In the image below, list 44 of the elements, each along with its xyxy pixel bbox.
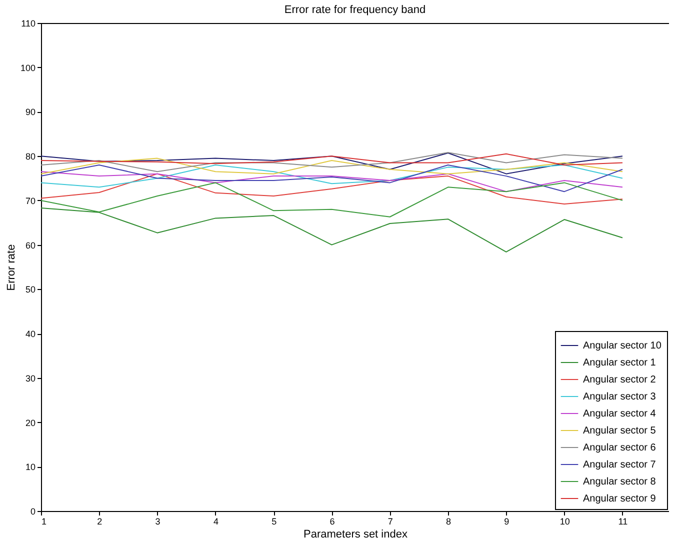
line-series	[41, 153, 623, 166]
chart-title: Error rate for frequency band	[284, 4, 426, 16]
line-series	[41, 182, 623, 218]
x-tick-label: 2	[97, 516, 102, 526]
legend-label: Angular sector 10	[583, 340, 662, 352]
line-series	[41, 171, 623, 192]
y-tick-label: 20	[25, 418, 36, 428]
x-tick-label: 3	[155, 516, 160, 526]
line-series	[41, 164, 623, 192]
legend-label: Angular sector 6	[583, 442, 656, 454]
x-tick-label: 11	[618, 516, 628, 526]
line-series	[41, 173, 623, 205]
y-tick-label: 70	[25, 196, 36, 206]
x-tick-label: 5	[272, 516, 277, 526]
y-tick-label: 30	[25, 373, 36, 384]
x-tick-label: 1	[42, 516, 47, 526]
x-tick-label: 9	[504, 516, 510, 526]
legend-label: Angular sector 5	[583, 426, 656, 436]
x-tick-label: 8	[446, 516, 452, 526]
y-axis-title: Error rate	[5, 244, 18, 291]
x-tick-label: 4	[213, 516, 218, 526]
legend-label: Angular sector 2	[583, 374, 656, 386]
legend-label: Angular sector 1	[583, 358, 656, 368]
y-tick-label: 90	[25, 107, 36, 118]
legend-label: Angular sector 4	[583, 408, 656, 420]
x-tick-label: 6	[330, 516, 335, 526]
y-tick-label: 40	[25, 329, 36, 340]
legend-label: Angular sector 7	[583, 460, 656, 470]
x-tick-label: 10	[560, 516, 570, 526]
y-tick-label: 80	[25, 152, 36, 162]
line-series	[41, 207, 623, 252]
y-tick-label: 50	[25, 284, 36, 295]
legend-label: Angular sector 3	[583, 392, 656, 402]
y-tick-label: 100	[20, 62, 36, 73]
legend-label: Angular sector 9	[583, 494, 656, 504]
y-tick-label: 110	[21, 18, 36, 28]
line-series	[41, 158, 623, 174]
y-tick-label: 0	[30, 506, 36, 516]
x-axis-title: Parameters set index	[304, 528, 408, 540]
line-series	[41, 164, 623, 188]
y-tick-label: 60	[25, 240, 36, 250]
x-tick-label: 7	[388, 516, 393, 526]
y-tick-label: 10	[25, 462, 36, 472]
legend-label: Angular sector 8	[583, 476, 656, 488]
